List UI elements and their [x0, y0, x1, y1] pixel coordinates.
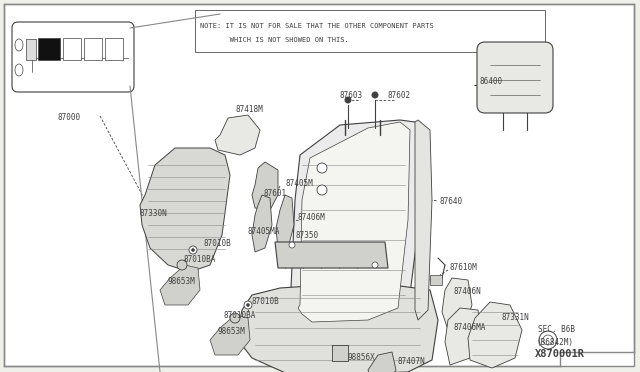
Circle shape — [539, 331, 557, 349]
Text: 87640: 87640 — [440, 198, 463, 206]
Circle shape — [244, 301, 252, 309]
Text: 87406MA: 87406MA — [453, 324, 485, 333]
Polygon shape — [298, 122, 410, 322]
Text: WHICH IS NOT SHOWED ON THIS.: WHICH IS NOT SHOWED ON THIS. — [200, 37, 349, 43]
Bar — [105, 38, 123, 60]
Circle shape — [345, 97, 351, 103]
Polygon shape — [442, 278, 472, 330]
Text: 87405M: 87405M — [285, 179, 313, 187]
Text: 98653M: 98653M — [218, 327, 246, 337]
Circle shape — [317, 185, 327, 195]
Text: 98856X: 98856X — [348, 353, 376, 362]
Text: 87601: 87601 — [264, 189, 287, 198]
Circle shape — [543, 335, 553, 345]
Circle shape — [246, 304, 250, 307]
Text: 87010BA: 87010BA — [184, 256, 216, 264]
Circle shape — [230, 313, 240, 323]
Text: 98653M: 98653M — [168, 278, 196, 286]
Text: 87406N: 87406N — [453, 288, 481, 296]
Text: 87010BA: 87010BA — [224, 311, 257, 320]
Text: 87603: 87603 — [340, 92, 363, 100]
Text: 87405MA: 87405MA — [248, 228, 280, 237]
Text: 86400: 86400 — [479, 77, 502, 87]
Text: 87010B: 87010B — [203, 240, 231, 248]
Bar — [332, 345, 348, 361]
FancyBboxPatch shape — [12, 22, 134, 92]
Text: 87350: 87350 — [295, 231, 318, 241]
Polygon shape — [445, 308, 482, 365]
Circle shape — [372, 92, 378, 98]
Ellipse shape — [15, 64, 23, 76]
Polygon shape — [215, 115, 260, 155]
Text: 87602: 87602 — [388, 92, 411, 100]
Polygon shape — [276, 195, 294, 250]
Text: 87407N: 87407N — [397, 357, 425, 366]
FancyBboxPatch shape — [477, 42, 553, 113]
Polygon shape — [275, 242, 388, 268]
FancyBboxPatch shape — [195, 10, 545, 52]
Text: (B6842M): (B6842M) — [536, 337, 573, 346]
Circle shape — [372, 262, 378, 268]
Polygon shape — [285, 120, 420, 330]
Polygon shape — [252, 162, 278, 210]
Text: 87000: 87000 — [58, 112, 81, 122]
Bar — [26, 39, 36, 60]
Bar — [63, 38, 81, 60]
Polygon shape — [140, 148, 230, 272]
Circle shape — [289, 242, 295, 248]
Bar — [84, 38, 102, 60]
Text: 87418M: 87418M — [235, 105, 263, 113]
Polygon shape — [210, 315, 250, 355]
Ellipse shape — [15, 39, 23, 51]
Text: 87331N: 87331N — [502, 314, 530, 323]
Circle shape — [189, 246, 197, 254]
Polygon shape — [252, 195, 272, 252]
Polygon shape — [238, 282, 438, 372]
Text: 87406M: 87406M — [298, 214, 326, 222]
Polygon shape — [160, 265, 200, 305]
Text: NOTE: IT IS NOT FOR SALE THAT THE OTHER COMPONENT PARTS: NOTE: IT IS NOT FOR SALE THAT THE OTHER … — [200, 23, 434, 29]
Text: 87330N: 87330N — [140, 208, 168, 218]
Text: 87610M: 87610M — [450, 263, 477, 273]
Bar — [38, 38, 60, 60]
Circle shape — [317, 163, 327, 173]
Circle shape — [177, 260, 187, 270]
Polygon shape — [368, 352, 396, 372]
Bar — [430, 275, 442, 285]
Polygon shape — [468, 302, 522, 368]
Text: SEC. B6B: SEC. B6B — [538, 326, 575, 334]
Text: 87010B: 87010B — [252, 298, 280, 307]
Polygon shape — [415, 120, 432, 320]
Text: X870001R: X870001R — [535, 349, 585, 359]
Circle shape — [191, 248, 195, 251]
